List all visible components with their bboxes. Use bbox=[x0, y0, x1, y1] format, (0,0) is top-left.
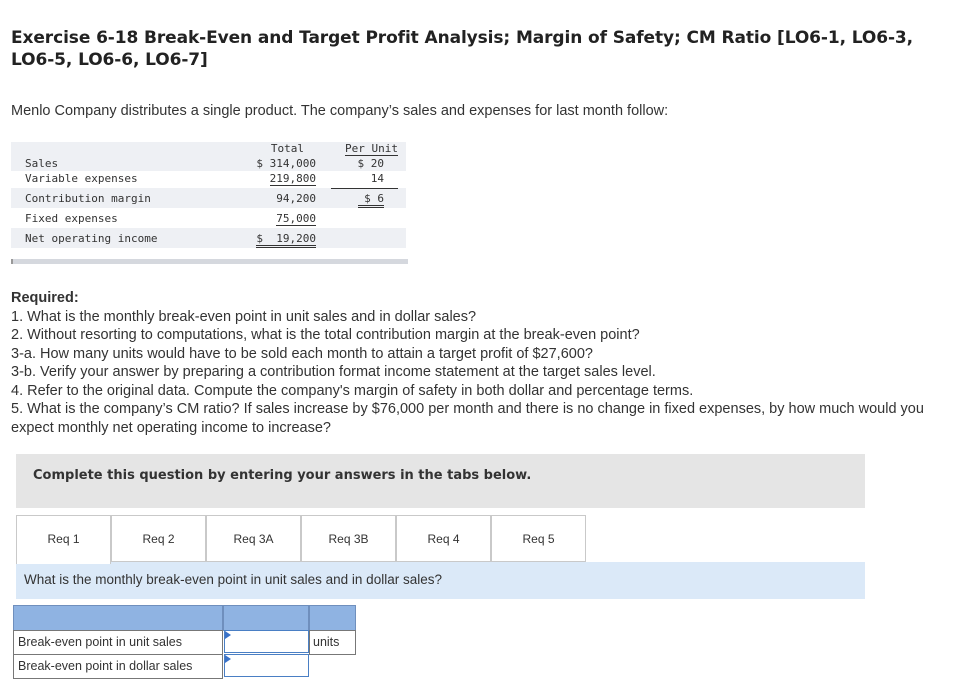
intro-text: Menlo Company distributes a single produ… bbox=[11, 103, 669, 119]
required-item-3a: 3-a. How many units would have to be sol… bbox=[11, 345, 593, 362]
required-item-1: 1. What is the monthly break-even point … bbox=[11, 308, 477, 325]
answer-label-dollars: Break-even point in dollar sales bbox=[18, 659, 193, 673]
tab-req-5[interactable]: Req 5 bbox=[491, 515, 586, 562]
row-total: 219,800 bbox=[269, 172, 316, 186]
answer-header-value bbox=[223, 605, 309, 631]
answer-header-unit bbox=[309, 605, 356, 631]
row-total: 75,000 bbox=[276, 212, 316, 226]
instruction-box: Complete this question by entering your … bbox=[16, 454, 865, 508]
page-title: Exercise 6-18 Break-Even and Target Prof… bbox=[11, 28, 914, 70]
row-sales: Sales $ 314,000 $ 20 bbox=[11, 156, 406, 171]
row-total: $ 19,200 bbox=[256, 232, 316, 248]
required-item-2: 2. Without resorting to computations, wh… bbox=[11, 327, 640, 343]
row-label: Net operating income bbox=[25, 232, 158, 245]
answer-row-label: Break-even point in dollar sales bbox=[13, 654, 223, 679]
break-even-units-input-wrap bbox=[224, 630, 309, 653]
row-total: 94,200 bbox=[276, 192, 316, 205]
instruction-text: Complete this question by entering your … bbox=[33, 468, 532, 483]
tab-req-3b[interactable]: Req 3B bbox=[301, 515, 396, 562]
row-per-unit: $ 6 bbox=[358, 192, 384, 208]
row-label: Sales bbox=[25, 157, 59, 170]
row-label: Contribution margin bbox=[25, 192, 151, 205]
required-section: Required: 1. What is the monthly break-e… bbox=[11, 289, 941, 437]
row-net-operating-income: Net operating income $ 19,200 bbox=[11, 228, 406, 248]
row-variable-expenses: Variable expenses 219,800 14 bbox=[11, 171, 406, 188]
input-marker-icon bbox=[225, 631, 231, 639]
row-per-unit: $ 20 bbox=[357, 157, 385, 170]
break-even-dollars-input[interactable] bbox=[225, 655, 308, 676]
row-label: Variable expenses bbox=[25, 172, 138, 185]
statement-header: Total Per Unit bbox=[11, 142, 406, 156]
col-per-unit-header: Per Unit bbox=[345, 142, 398, 156]
question-text: What is the monthly break-even point in … bbox=[24, 572, 442, 587]
row-per-unit: 14 bbox=[370, 172, 384, 185]
income-statement: Total Per Unit Sales $ 314,000 $ 20 Vari… bbox=[11, 142, 406, 248]
tab-req-3a[interactable]: Req 3A bbox=[206, 515, 301, 562]
answer-unit-cell: units bbox=[309, 630, 356, 655]
row-fixed-expenses: Fixed expenses 75,000 bbox=[11, 208, 406, 228]
row-label: Fixed expenses bbox=[25, 212, 118, 225]
required-heading: Required: bbox=[11, 290, 79, 306]
required-item-5: 5. What is the company’s CM ratio? If sa… bbox=[11, 401, 924, 436]
break-even-dollars-input-wrap bbox=[224, 654, 309, 677]
answer-row-label: Break-even point in unit sales bbox=[13, 630, 223, 655]
question-bar: What is the monthly break-even point in … bbox=[16, 562, 865, 599]
col-total-header: Total bbox=[270, 142, 304, 155]
table-scrollbar[interactable] bbox=[11, 259, 408, 264]
tab-req-4[interactable]: Req 4 bbox=[396, 515, 491, 562]
unit-label: units bbox=[313, 635, 340, 649]
tab-req-2[interactable]: Req 2 bbox=[111, 515, 206, 562]
required-item-4: 4. Refer to the original data. Compute t… bbox=[11, 382, 694, 399]
answer-label-units: Break-even point in unit sales bbox=[18, 635, 182, 649]
tab-req-1[interactable]: Req 1 bbox=[16, 515, 111, 564]
break-even-units-input[interactable] bbox=[225, 631, 308, 652]
required-item-3b: 3-b. Verify your answer by preparing a c… bbox=[11, 364, 656, 380]
input-marker-icon bbox=[225, 655, 231, 663]
row-total: $ 314,000 bbox=[256, 157, 316, 170]
answer-header-label bbox=[13, 605, 223, 631]
row-contribution-margin: Contribution margin 94,200 $ 6 bbox=[11, 188, 406, 208]
